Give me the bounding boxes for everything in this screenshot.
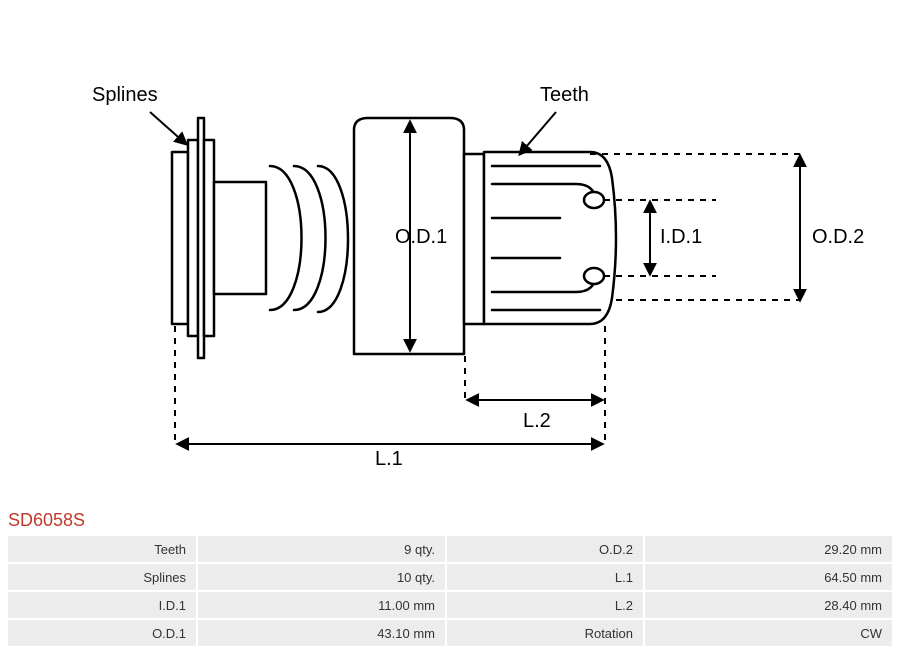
dim-od1: O.D.1 xyxy=(395,226,447,249)
technical-diagram: Splines Teeth O.D.1 I.D.1 O.D.2 L.1 L.2 xyxy=(0,0,900,490)
dim-l2: L.2 xyxy=(523,410,551,433)
table-row: Teeth9 qty.O.D.229.20 mm xyxy=(8,536,892,562)
table-row: I.D.111.00 mmL.228.40 mm xyxy=(8,592,892,618)
dim-id1: I.D.1 xyxy=(660,226,702,249)
spec-cell: I.D.1 xyxy=(8,592,196,618)
spec-cell: 64.50 mm xyxy=(645,564,892,590)
spec-cell: 11.00 mm xyxy=(198,592,445,618)
spec-cell: 29.20 mm xyxy=(645,536,892,562)
label-teeth: Teeth xyxy=(540,84,589,107)
dim-od2: O.D.2 xyxy=(812,226,864,249)
spec-cell: L.1 xyxy=(447,564,643,590)
diagram-svg xyxy=(0,0,900,490)
spec-cell: Teeth xyxy=(8,536,196,562)
spec-cell: O.D.1 xyxy=(8,620,196,646)
table-row: O.D.143.10 mmRotationCW xyxy=(8,620,892,646)
spec-cell: 10 qty. xyxy=(198,564,445,590)
spec-cell: L.2 xyxy=(447,592,643,618)
spec-cell: O.D.2 xyxy=(447,536,643,562)
part-number: SD6058S xyxy=(8,510,85,531)
spec-cell: 43.10 mm xyxy=(198,620,445,646)
spec-cell: CW xyxy=(645,620,892,646)
spec-cell: Splines xyxy=(8,564,196,590)
spec-cell: 28.40 mm xyxy=(645,592,892,618)
label-splines: Splines xyxy=(92,84,158,107)
spec-cell: 9 qty. xyxy=(198,536,445,562)
table-row: Splines10 qty.L.164.50 mm xyxy=(8,564,892,590)
spec-cell: Rotation xyxy=(447,620,643,646)
spec-table: Teeth9 qty.O.D.229.20 mmSplines10 qty.L.… xyxy=(6,534,894,648)
dim-l1: L.1 xyxy=(375,448,403,471)
